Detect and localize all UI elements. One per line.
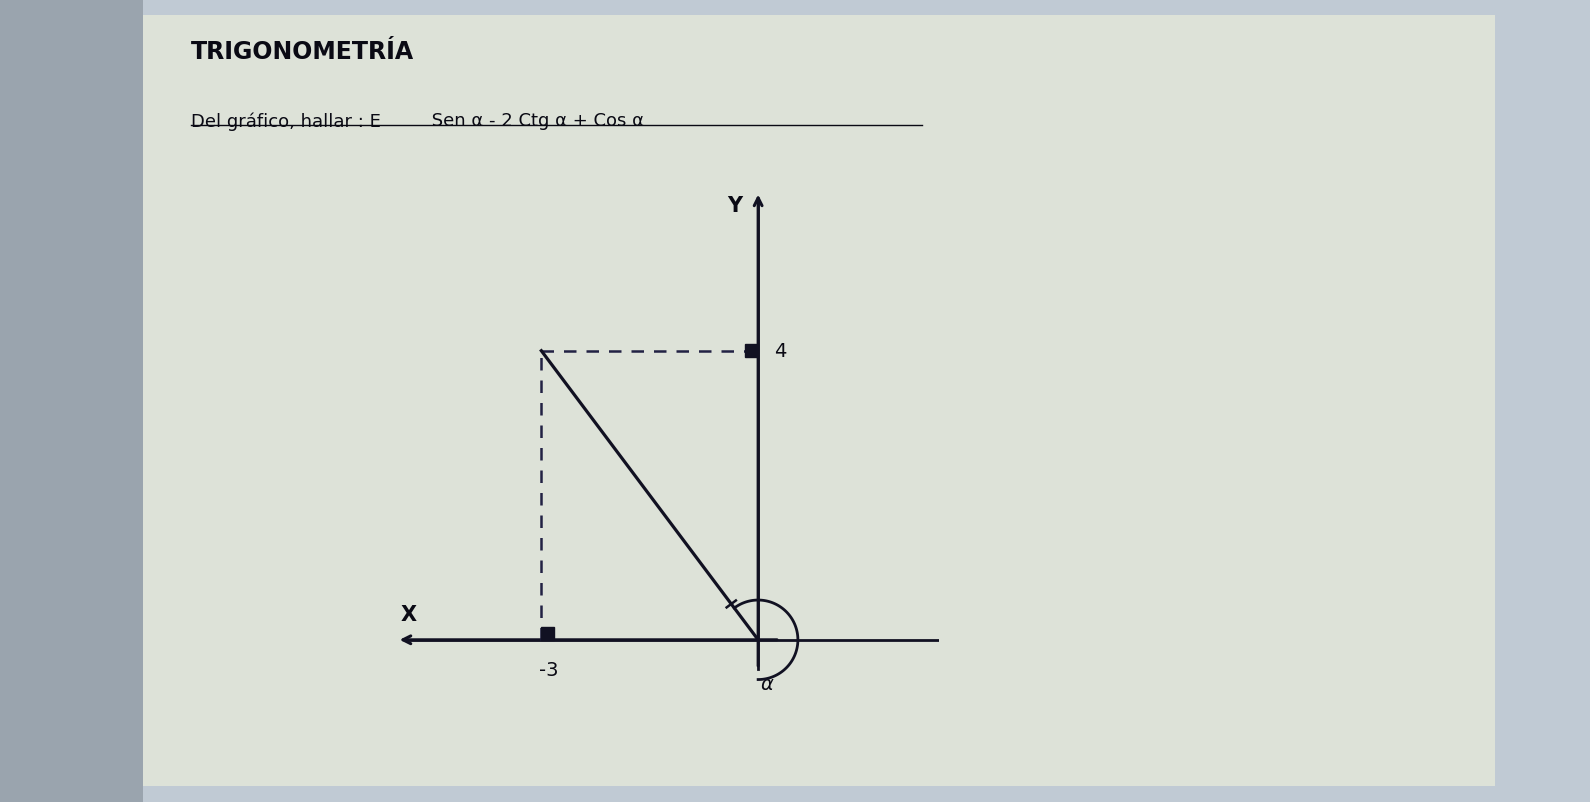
Text: Y: Y <box>727 196 743 216</box>
Text: Sen α - 2 Ctg α + Cos α: Sen α - 2 Ctg α + Cos α <box>426 112 644 130</box>
Text: α: α <box>760 674 773 693</box>
Text: X: X <box>401 604 417 624</box>
Bar <box>746 345 758 358</box>
Bar <box>541 627 555 640</box>
Text: -3: -3 <box>539 660 558 679</box>
Text: Del gráfico, hallar : E: Del gráfico, hallar : E <box>191 112 386 131</box>
Text: TRIGONOMETRÍA: TRIGONOMETRÍA <box>191 40 413 64</box>
Text: 4: 4 <box>774 342 787 361</box>
